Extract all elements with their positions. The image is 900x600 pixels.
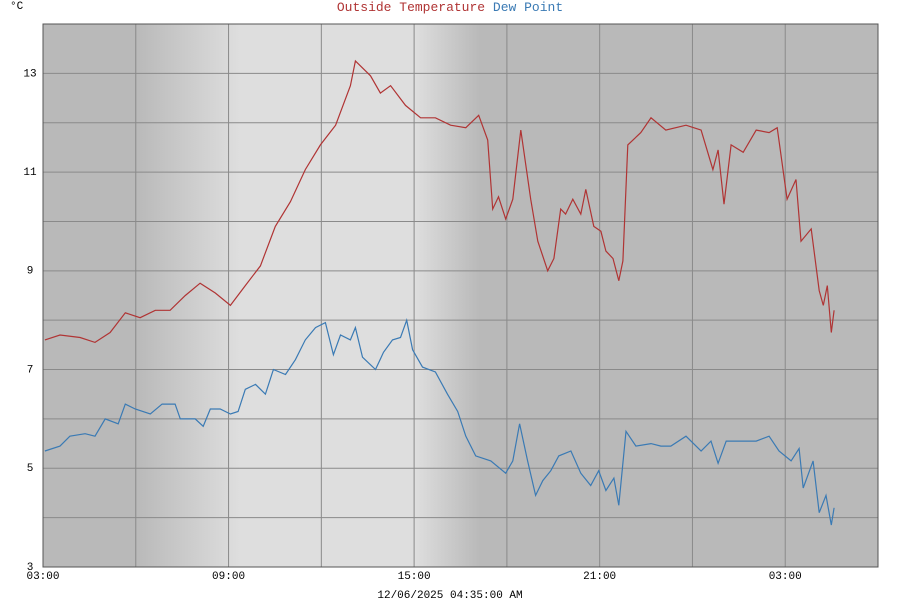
data-line — [44, 59, 835, 344]
y-tick-label: 3 — [27, 562, 34, 574]
x-tick-label: 09:00 — [212, 571, 245, 583]
x-tick-label: 03:00 — [26, 571, 59, 583]
y-tick-label: 7 — [27, 364, 34, 376]
chart-title: Outside Temperature Dew Point — [337, 0, 563, 15]
y-axis-label: °C — [10, 1, 24, 13]
plot-border — [42, 23, 879, 568]
y-tick-label: 11 — [23, 167, 37, 179]
lines — [44, 59, 835, 526]
footer-timestamp: 12/06/2025 04:35:00 AM — [377, 590, 522, 600]
y-tick-label: 13 — [23, 68, 36, 80]
data-line — [44, 317, 835, 526]
plot-background — [43, 24, 878, 567]
legend-entry: Outside Temperature — [337, 0, 485, 15]
legend-entry: Dew Point — [493, 0, 563, 15]
x-tick-label: 15:00 — [398, 571, 431, 583]
x-tick-label: 21:00 — [583, 571, 616, 583]
x-tick-label: 03:00 — [769, 571, 802, 583]
y-tick-label: 5 — [27, 463, 34, 475]
y-tick-label: 9 — [27, 266, 34, 278]
